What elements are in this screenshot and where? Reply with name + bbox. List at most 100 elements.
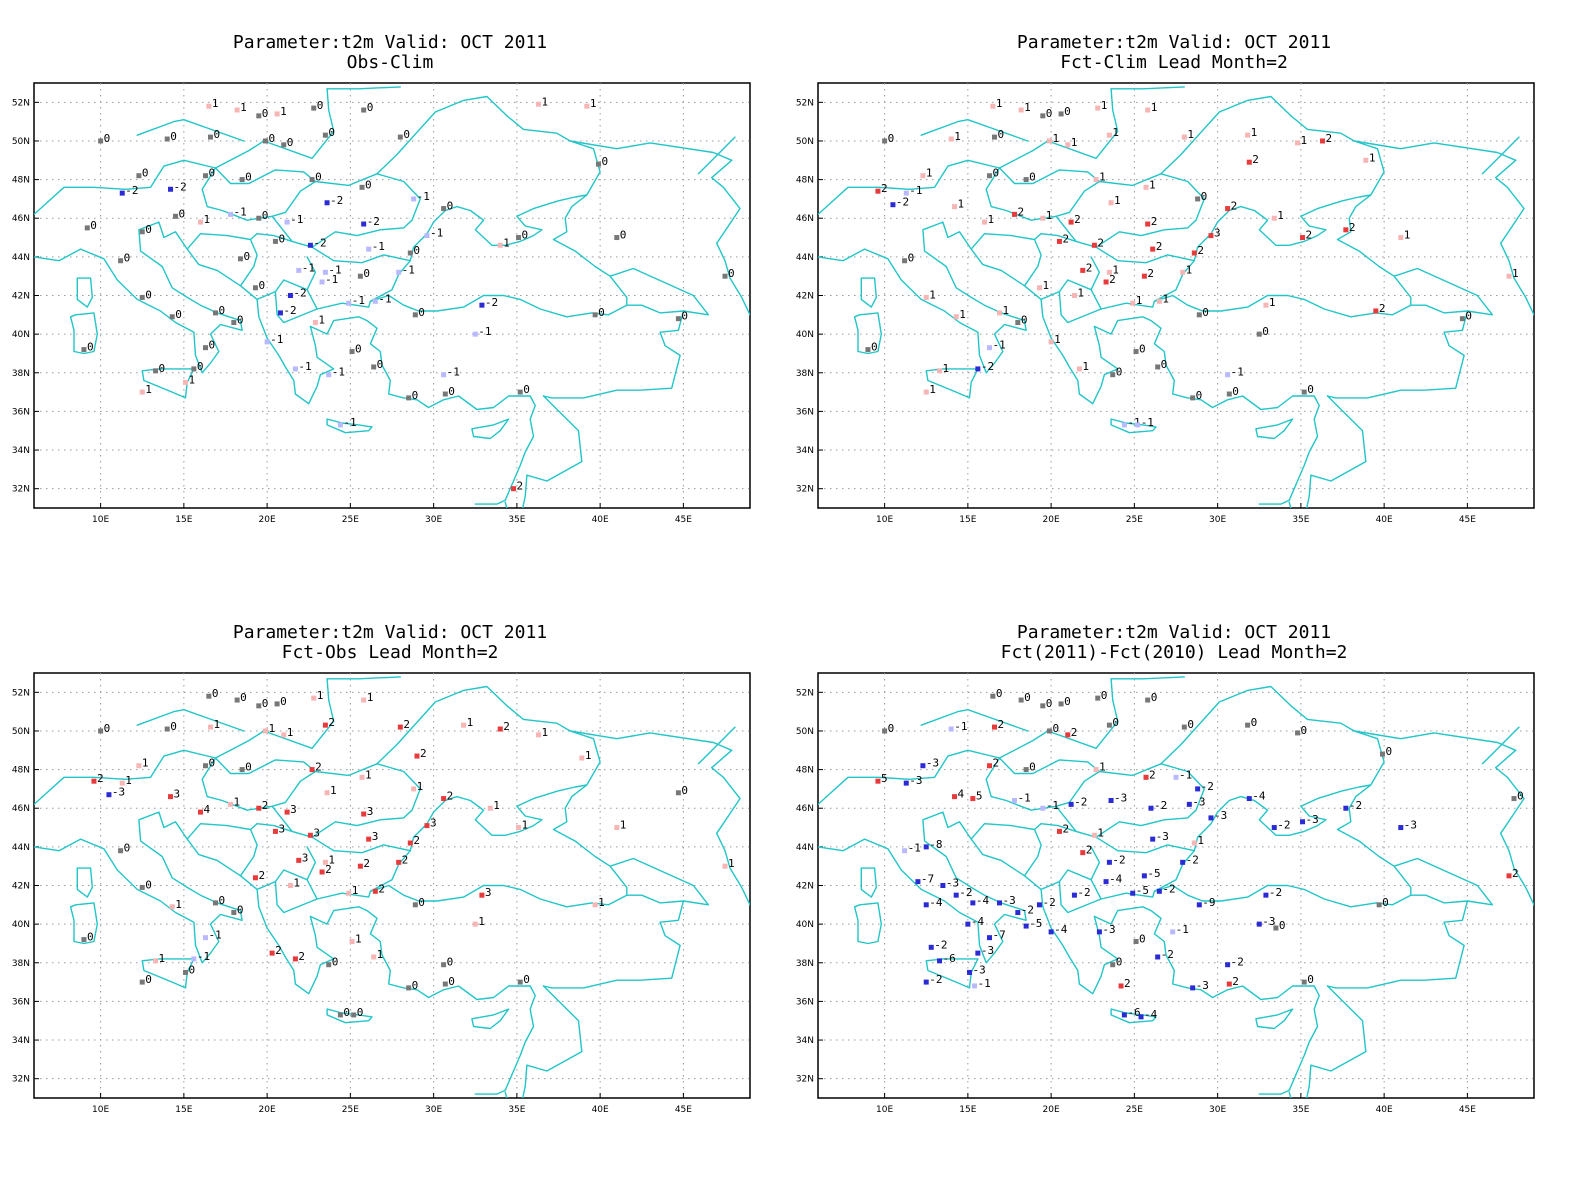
station-marker bbox=[441, 372, 447, 378]
station-value: -5 bbox=[1136, 884, 1149, 897]
station-value: -1 bbox=[290, 213, 303, 226]
station-value: -2 bbox=[174, 180, 187, 193]
lon-tick-label: 40E bbox=[1376, 1105, 1393, 1115]
station-marker bbox=[139, 979, 145, 985]
station-marker bbox=[1196, 312, 1202, 318]
station-value: 0 bbox=[317, 99, 324, 112]
station-value: 1 bbox=[355, 933, 362, 946]
station-marker bbox=[584, 103, 590, 109]
station-marker bbox=[1068, 219, 1074, 225]
station-value: 0 bbox=[262, 209, 269, 222]
station-marker bbox=[990, 693, 996, 699]
coastline bbox=[1040, 869, 1092, 891]
station-value: 2 bbox=[1231, 200, 1238, 213]
station-marker bbox=[1300, 819, 1306, 825]
station-marker bbox=[407, 840, 413, 846]
station-marker bbox=[1245, 722, 1251, 728]
station-marker bbox=[203, 763, 209, 769]
station-marker bbox=[1141, 273, 1147, 279]
station-value: 0 bbox=[1196, 389, 1203, 402]
station-value: 3 bbox=[367, 805, 374, 818]
station-value: 1 bbox=[1186, 263, 1193, 276]
station-marker bbox=[173, 213, 179, 219]
station-value: 2 bbox=[503, 720, 510, 733]
station-map: 10E 15E 20E 25E 30E 35E 40E 45E 32N 34N 36N 38N 40N 4… bbox=[796, 82, 1535, 525]
coastline bbox=[569, 730, 733, 751]
station-marker bbox=[424, 233, 430, 239]
station-marker bbox=[309, 177, 315, 183]
station-value: 0 bbox=[145, 223, 152, 236]
station-value: 0 bbox=[1116, 366, 1123, 379]
station-value: 0 bbox=[90, 219, 97, 232]
station-value: 1 bbox=[212, 97, 219, 110]
station-marker bbox=[1095, 105, 1101, 111]
station-marker bbox=[1133, 939, 1139, 945]
station-value: 1 bbox=[1082, 360, 1089, 373]
station-marker bbox=[1156, 888, 1162, 894]
station-value: 2 bbox=[1147, 267, 1154, 280]
station-value: 2 bbox=[1062, 232, 1069, 245]
lon-tick-label: 35E bbox=[508, 1105, 525, 1115]
station-value: 0 bbox=[332, 956, 339, 969]
station-value: -2 bbox=[934, 938, 947, 951]
station-marker bbox=[198, 219, 204, 225]
station-value: 3 bbox=[1214, 227, 1221, 240]
station-marker bbox=[191, 366, 197, 372]
station-marker bbox=[252, 285, 258, 291]
station-value: 2 bbox=[328, 716, 335, 729]
station-marker bbox=[396, 859, 402, 865]
station-marker bbox=[296, 857, 302, 863]
station-marker bbox=[1196, 902, 1202, 908]
station-value: 4 bbox=[204, 803, 211, 816]
station-marker bbox=[1015, 910, 1021, 916]
station-value: 1 bbox=[954, 130, 961, 143]
station-marker bbox=[1058, 111, 1064, 117]
coastline bbox=[1033, 233, 1077, 243]
station-value: 2 bbox=[363, 857, 370, 870]
station-value: -2 bbox=[1074, 795, 1087, 808]
lat-tick-label: 40N bbox=[12, 330, 30, 340]
station-marker bbox=[1130, 890, 1136, 896]
station-value: 0 bbox=[1262, 325, 1269, 338]
station-marker bbox=[118, 848, 124, 854]
station-value: 1 bbox=[503, 236, 510, 249]
station-marker bbox=[1011, 211, 1017, 217]
station-marker bbox=[424, 823, 430, 829]
station-value: 1 bbox=[204, 213, 211, 226]
station-marker bbox=[1138, 1014, 1144, 1020]
coastline bbox=[376, 685, 601, 786]
station-value: 0 bbox=[998, 128, 1005, 141]
station-value: -1 bbox=[402, 263, 415, 276]
station-value: 0 bbox=[598, 306, 605, 319]
station-marker bbox=[1263, 892, 1269, 898]
station-marker bbox=[1191, 840, 1197, 846]
station-value: 0 bbox=[522, 229, 529, 242]
station-value: 0 bbox=[1064, 695, 1071, 708]
station-marker bbox=[239, 767, 245, 773]
station-value: -1 bbox=[233, 205, 246, 218]
station-marker bbox=[441, 796, 447, 802]
lat-tick-label: 42N bbox=[12, 882, 30, 892]
station-marker bbox=[1190, 985, 1196, 991]
station-value: 0 bbox=[1139, 933, 1146, 946]
coastline bbox=[818, 811, 1320, 1095]
station-marker bbox=[319, 869, 325, 875]
station-marker bbox=[1143, 774, 1149, 780]
station-marker bbox=[1226, 981, 1232, 987]
station-value: 1 bbox=[1187, 128, 1194, 141]
station-value: -3 bbox=[973, 963, 986, 976]
station-marker bbox=[722, 863, 728, 869]
station-value: -2 bbox=[313, 236, 326, 249]
coastline bbox=[34, 678, 335, 806]
lat-tick-label: 40N bbox=[796, 330, 814, 340]
station-value: 0 bbox=[888, 722, 895, 735]
station-marker bbox=[231, 320, 237, 326]
station-marker bbox=[292, 366, 298, 372]
panel-title: Parameter:t2m Valid: OCT 2011 bbox=[232, 622, 548, 643]
station-marker bbox=[414, 753, 420, 759]
station-value: -2 bbox=[1161, 948, 1174, 961]
station-value: -3 bbox=[1192, 795, 1205, 808]
station-marker bbox=[1093, 177, 1099, 183]
lat-tick-label: 48N bbox=[12, 766, 30, 776]
station-value: 0 bbox=[1064, 105, 1071, 118]
